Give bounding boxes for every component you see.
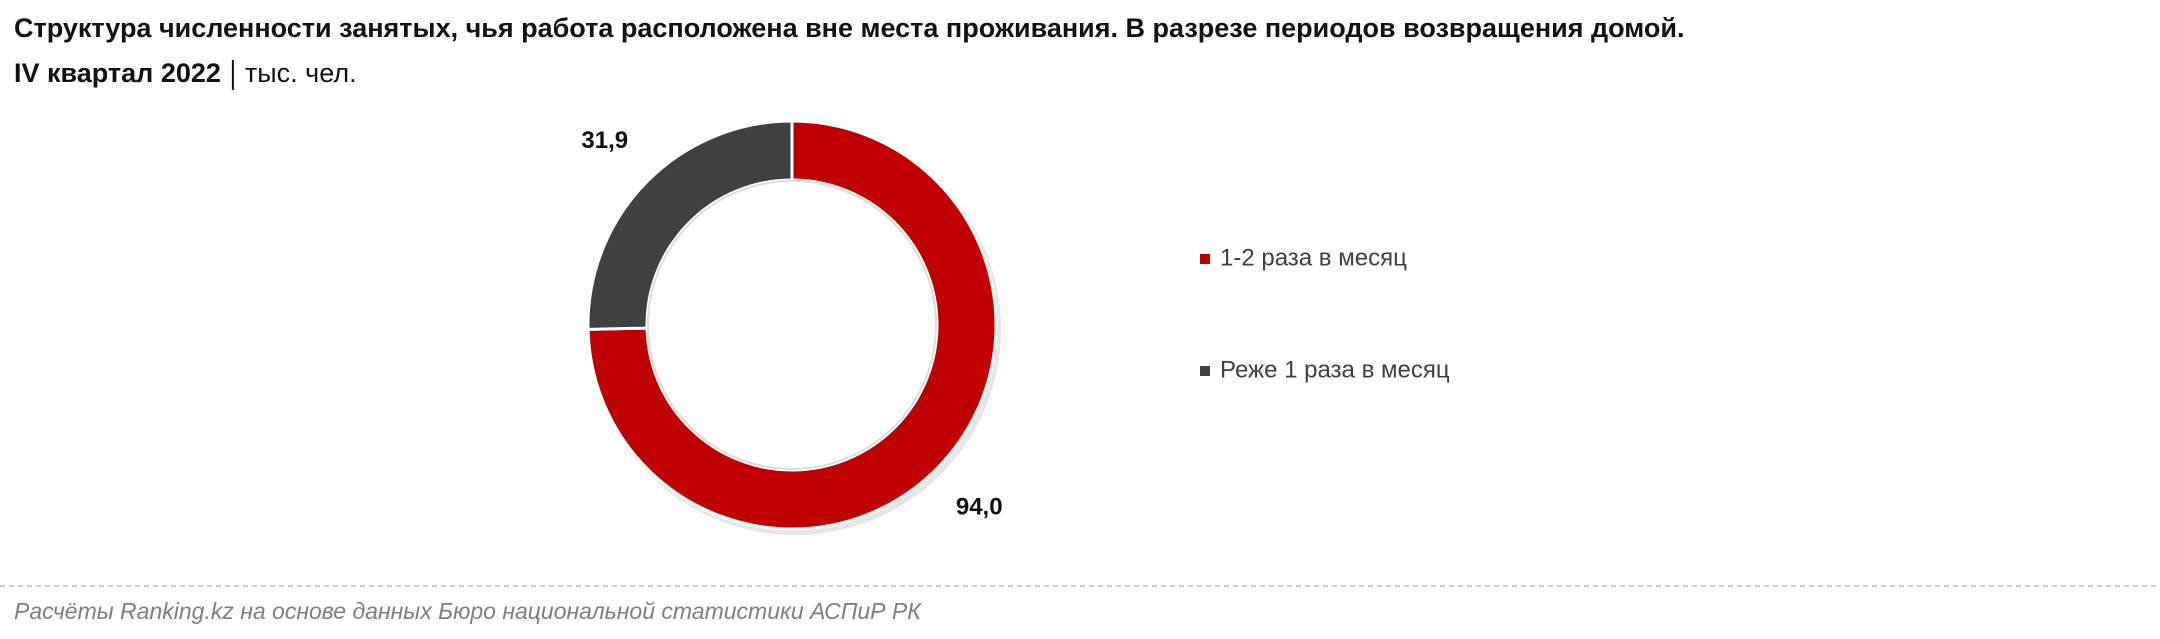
data-label: 31,9 [581, 127, 628, 154]
legend-label: 1-2 раза в месяц [1220, 244, 1407, 271]
legend-swatch [1200, 254, 1210, 264]
source: Расчёты Ranking.kz на основе данных Бюро… [14, 598, 922, 624]
legend-swatch [1200, 366, 1210, 376]
unit-label: тыс. чел. [245, 58, 357, 88]
data-label: 94,0 [956, 494, 1003, 521]
chart-title: Структура численности занятых, чья работ… [14, 13, 1684, 43]
chart-subtitle: IV квартал 2022 [14, 58, 221, 88]
legend-label: Реже 1 раза в месяц [1220, 356, 1450, 383]
donut-hole [647, 180, 937, 470]
